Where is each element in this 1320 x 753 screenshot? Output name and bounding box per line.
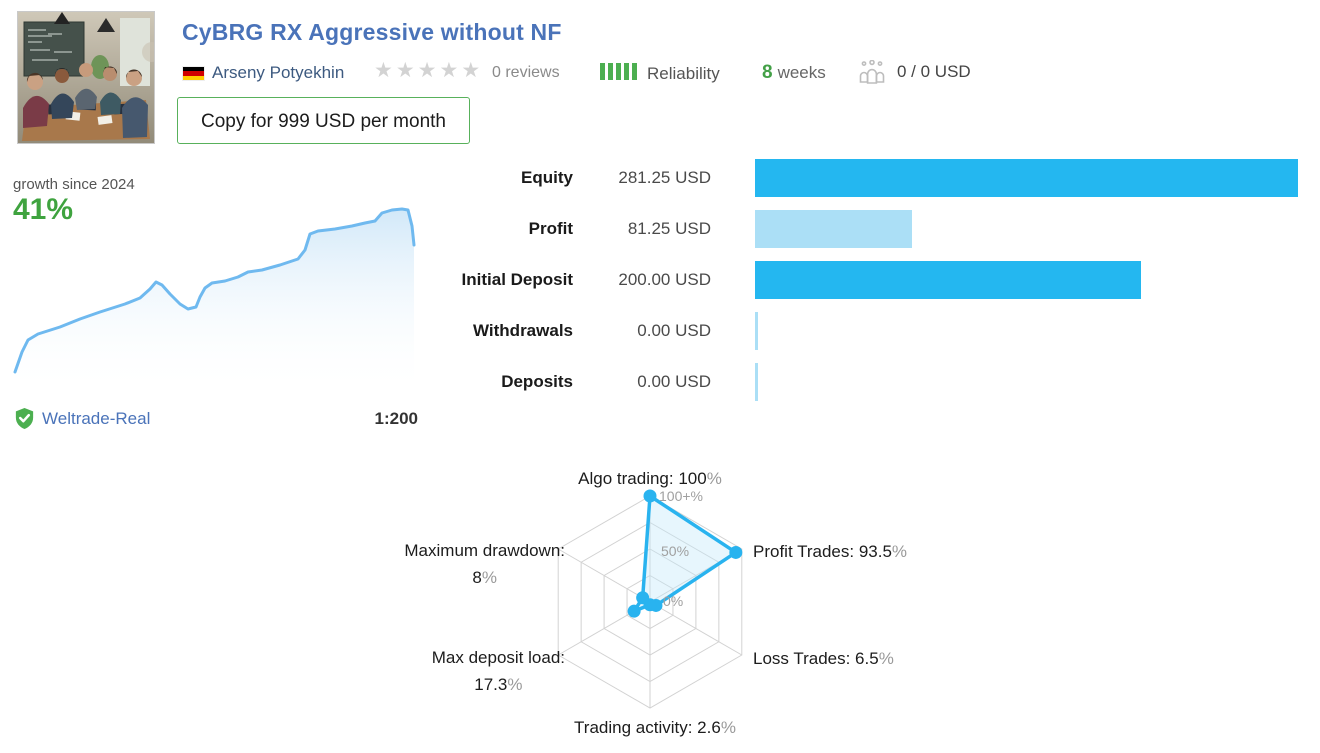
office-scene-illustration <box>18 6 162 143</box>
growth-line-chart <box>13 207 416 394</box>
leverage-value: 1:200 <box>374 409 418 428</box>
radar-label-trading-activity: Trading activity: 2.6% <box>574 718 736 737</box>
signal-title: CyBRG RX Aggressive without NF <box>182 19 562 45</box>
stat-bar <box>755 261 1141 299</box>
stat-label: Profit <box>528 219 573 238</box>
stat-label: Initial Deposit <box>461 270 573 289</box>
stat-bar <box>755 363 758 401</box>
stat-value: 81.25 USD <box>627 219 711 238</box>
subscribers: 0 / 0 USD <box>855 60 971 84</box>
radar-label-algo-trading: Algo trading: 100% <box>578 469 722 488</box>
reliability-bar <box>616 63 621 80</box>
star-icon: ★ <box>461 59 484 82</box>
radar-ring-label-0: 0% <box>663 593 684 609</box>
stat-label: Deposits <box>501 372 573 391</box>
reliability-bar <box>600 63 605 80</box>
reliability-bars-icon <box>600 63 640 85</box>
reliability-bar <box>624 63 629 80</box>
growth-percent: 41% <box>13 193 74 226</box>
reliability-bar <box>608 63 613 80</box>
reviews-link[interactable]: 0 reviews <box>492 64 560 81</box>
radar-ring-label-100: 100+% <box>659 488 703 504</box>
subscribers-count: 0 / 0 USD <box>897 62 971 81</box>
signal-photo <box>17 6 162 144</box>
rating-stars[interactable]: ★★★★★ <box>374 58 483 83</box>
broker-link[interactable]: Weltrade-Real <box>42 409 151 428</box>
growth-period-label: growth since 2024 <box>13 176 135 193</box>
signal-age: 8 weeks <box>762 62 826 84</box>
stat-label: Withdrawals <box>473 321 573 340</box>
stat-bar <box>755 159 1298 197</box>
star-icon: ★ <box>417 59 440 82</box>
radar-label-loss-trades: Loss Trades: 6.5% <box>753 649 894 668</box>
stat-value: 0.00 USD <box>637 321 711 340</box>
star-icon: ★ <box>374 59 396 82</box>
stat-value: 0.00 USD <box>637 372 711 391</box>
account-stats: Equity 281.25 USD Profit 81.25 USD Initial D… <box>0 159 1320 404</box>
radar-label-profit-trades: Profit Trades: 93.5% <box>753 542 908 561</box>
stat-bar <box>755 312 758 350</box>
reliability-label: Reliability <box>647 64 720 83</box>
stat-label: Equity <box>521 168 573 187</box>
author-link[interactable]: Arseny Potyekhin <box>212 63 345 82</box>
reliability-bar <box>632 63 637 80</box>
radar-ring-label-50: 50% <box>661 543 690 559</box>
people-icon <box>859 60 885 84</box>
germany-flag-icon <box>183 67 204 80</box>
age-value: 8 <box>762 62 773 83</box>
stat-value: 281.25 USD <box>618 168 711 187</box>
copy-signal-button[interactable]: Copy for 999 USD per month <box>177 97 470 144</box>
verified-shield-icon <box>15 407 34 430</box>
radar-label-max-deposit-load: Max deposit load: 17.3% <box>431 648 565 694</box>
distribution-radar-chart <box>557 489 743 709</box>
radar-label-maximum-drawdown: Maximum drawdown: 8% <box>404 541 565 587</box>
age-unit: weeks <box>777 63 826 82</box>
stat-value: 200.00 USD <box>618 270 711 289</box>
reliability-indicator: Reliability <box>600 63 720 85</box>
star-icon: ★ <box>439 59 462 82</box>
star-icon: ★ <box>395 59 418 82</box>
stat-bar <box>755 210 912 248</box>
